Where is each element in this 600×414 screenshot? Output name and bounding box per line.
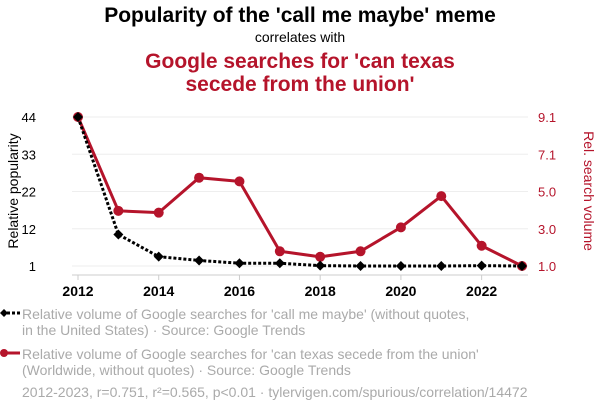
point-right <box>234 176 245 187</box>
y-tick-right: 9.1 <box>538 110 556 125</box>
y-tick-right: 3.0 <box>538 222 556 237</box>
point-right <box>274 246 285 257</box>
series-line-right <box>76 116 523 268</box>
point-right <box>194 172 205 183</box>
y-tick-right: 7.1 <box>538 147 556 162</box>
x-tick: 2014 <box>143 283 174 299</box>
y-tick-left: 12 <box>22 222 36 237</box>
point-right <box>113 205 124 216</box>
y-tick-left: 22 <box>22 185 36 200</box>
legend-item-left: Relative volume of Google searches for '… <box>22 306 470 338</box>
point-left <box>436 261 447 271</box>
point-left <box>355 261 366 271</box>
x-tick: 2020 <box>385 283 416 299</box>
point-left <box>194 255 205 266</box>
chart-subtitle: correlates with <box>254 29 346 45</box>
x-tick: 2012 <box>62 283 93 299</box>
y-tick-left: 44 <box>22 110 36 125</box>
point-left <box>274 258 285 269</box>
x-tick: 2018 <box>305 283 336 299</box>
footer-stats: 2012-2023, r=0.751, r²=0.565, p<0.01 · t… <box>22 384 528 400</box>
legend-item-right: Relative volume of Google searches for '… <box>22 346 479 378</box>
chart-plot: 1 1.0 12 3.0 22 5.0 33 7.1 44 9.1 2012 2014 2016 2018… <box>5 110 597 299</box>
point-right <box>476 240 487 251</box>
point-right <box>355 246 366 257</box>
point-right <box>436 191 447 202</box>
y-tick-right: 5.0 <box>538 185 556 200</box>
y-tick-left: 1 <box>29 259 36 274</box>
point-left <box>153 251 164 262</box>
title2-line1: Google searches for 'can texas <box>145 50 455 73</box>
y-tick-left: 33 <box>22 147 36 162</box>
point-left <box>73 112 83 122</box>
chart-title-2: Google searches for 'can texas secede fro… <box>0 50 600 96</box>
point-left <box>395 261 406 271</box>
x-tick: 2022 <box>466 283 497 299</box>
y-axis-label-left: Relative popularity <box>5 133 21 248</box>
point-left <box>476 260 487 271</box>
legend-swatch-left <box>0 309 20 317</box>
point-right <box>153 207 164 218</box>
point-right <box>315 251 326 262</box>
chart-title: Popularity of the 'call me maybe' meme <box>104 4 496 27</box>
series-line-left <box>76 116 523 268</box>
title2-line2: secede from the union' <box>185 73 415 96</box>
legend-swatch-right <box>0 349 20 357</box>
y-tick-right: 1.0 <box>538 259 556 274</box>
point-left <box>517 261 527 271</box>
point-left <box>315 260 326 271</box>
point-left <box>234 258 245 269</box>
x-tick: 2016 <box>224 283 255 299</box>
y-axis-label-right: Rel. search volume <box>581 131 597 251</box>
point-right <box>395 222 406 233</box>
point-left <box>113 229 124 240</box>
